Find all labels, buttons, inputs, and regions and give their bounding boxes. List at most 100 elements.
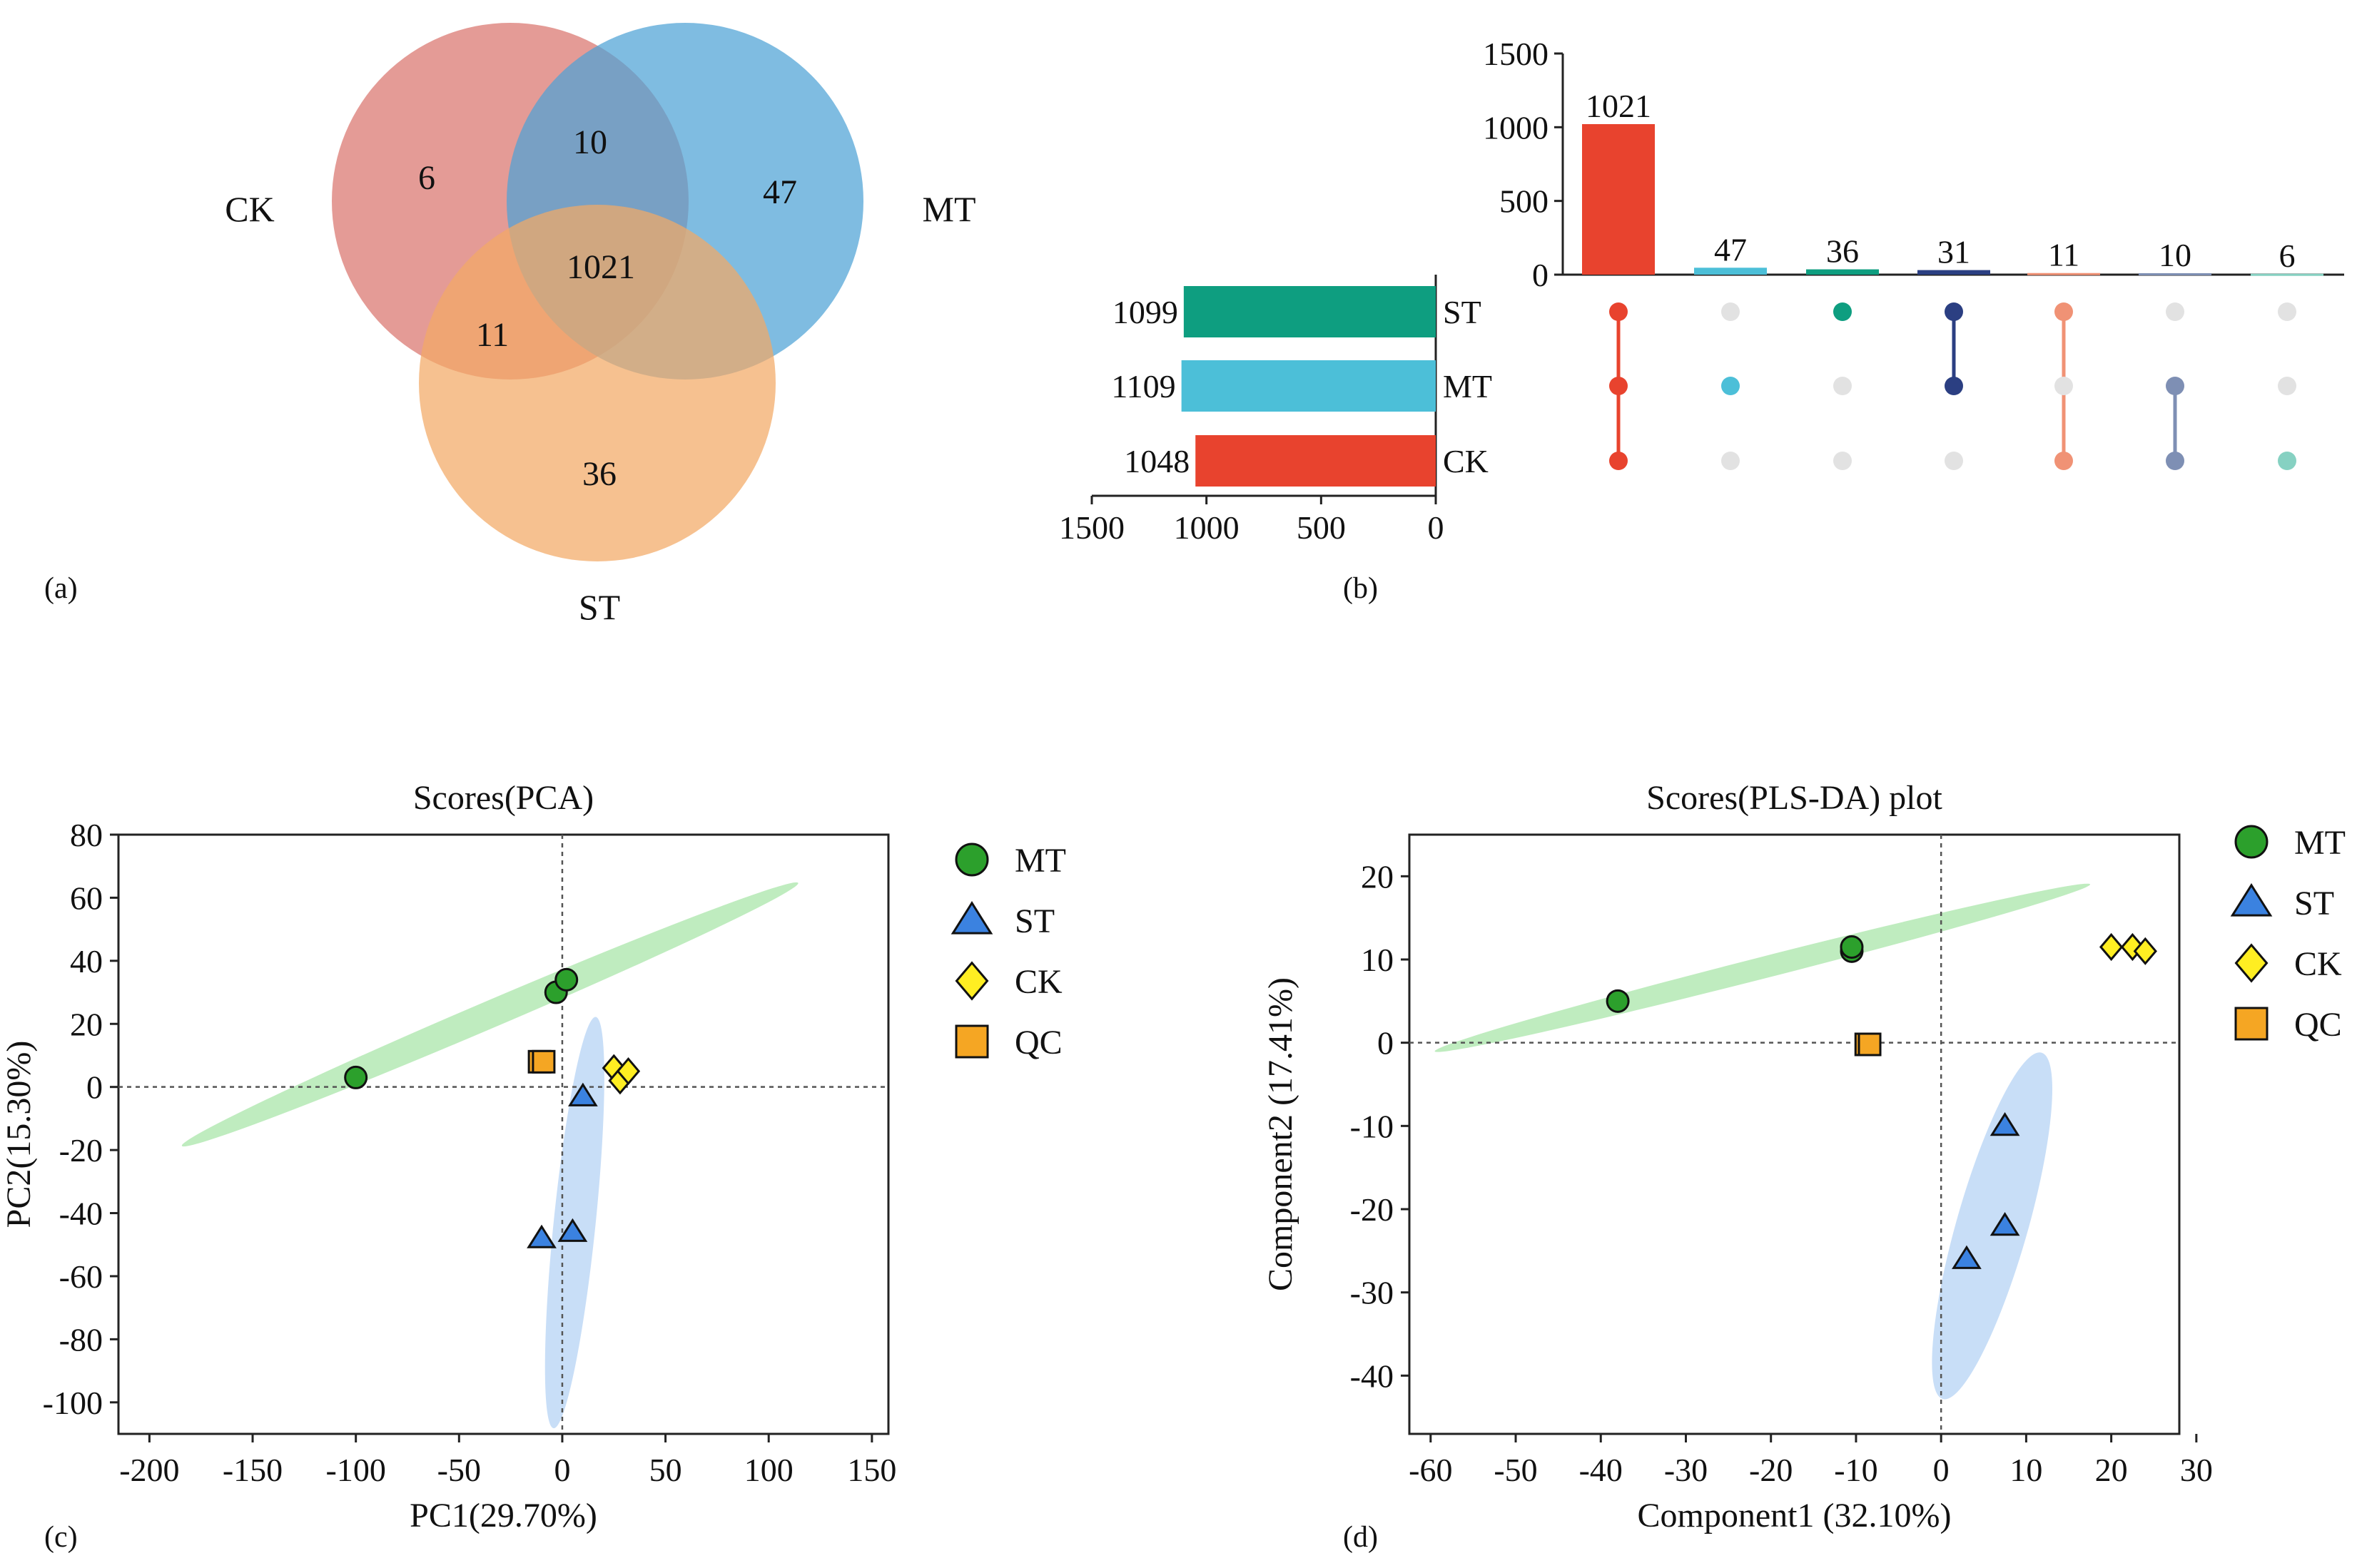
- legend-label-mt: MT: [1015, 842, 1066, 880]
- venn-region-label-ck-mt: 10: [573, 123, 607, 161]
- legend-marker-ck: [2234, 943, 2269, 983]
- upset-set-size-label: 1109: [1111, 368, 1175, 404]
- x-tick-label: -20: [1749, 1452, 1793, 1488]
- upset-matrix-dot-active: [2166, 377, 2184, 395]
- upset-y-tick-label: 500: [1499, 183, 1549, 220]
- upset-matrix-dot-active: [1609, 302, 1628, 321]
- upset-matrix-dot-inactive: [1721, 302, 1740, 321]
- upset-intersection-value-label: 11: [2048, 237, 2079, 273]
- legend-label-ck: CK: [2294, 945, 2342, 983]
- upset-set-name-label: MT: [1443, 368, 1492, 404]
- upset-matrix-dot-inactive: [2054, 377, 2073, 395]
- upset-intersection-bar: [2027, 273, 2100, 275]
- data-point-st: [1990, 1212, 2020, 1236]
- upset-matrix-dot-inactive: [1833, 452, 1852, 470]
- legend-marker-mt: [955, 842, 989, 877]
- x-tick-label: -40: [1579, 1452, 1623, 1488]
- upset-matrix-dot-active: [1833, 302, 1852, 321]
- legend-label-st: ST: [2294, 885, 2334, 922]
- upset-intersection-bar: [2139, 273, 2211, 275]
- legend-label-qc: QC: [2294, 1006, 2342, 1044]
- y-tick-label: -100: [43, 1385, 103, 1421]
- legend-label-st: ST: [1015, 902, 1055, 940]
- legend-label-qc: QC: [1015, 1024, 1063, 1062]
- upset-set-tick-label: 500: [1297, 509, 1346, 546]
- data-point-mt: [1840, 935, 1864, 959]
- x-axis-label: Component1 (32.10%): [1638, 1497, 1952, 1534]
- pca-scores-panel: -200 -150 -100 -50 0 50 100 150 80 60 40 20 0 -20 -40 -…: [0, 779, 1066, 1534]
- data-point-ck: [2133, 937, 2157, 965]
- upset-set-tick-label: 1500: [1059, 509, 1125, 546]
- confidence-ellipse-mt: [1434, 883, 2091, 1052]
- upset-y-tick-label: 0: [1532, 257, 1549, 293]
- x-tick-label: -150: [223, 1452, 283, 1488]
- data-point-ck: [616, 1057, 641, 1086]
- upset-matrix-dot-inactive: [2166, 302, 2184, 321]
- y-tick-label: -40: [1350, 1358, 1394, 1394]
- data-point-st: [557, 1218, 588, 1242]
- upset-set-size-label: 1099: [1112, 294, 1178, 330]
- panel-label-c: (c): [44, 1521, 78, 1554]
- panel-label-b: (b): [1343, 572, 1378, 605]
- upset-intersection-bar: [1917, 270, 1990, 275]
- upset-matrix-dot-active: [2054, 452, 2073, 470]
- venn-diagram-panel: CK MT ST 6 47 36 10 11 1021: [225, 23, 976, 627]
- data-point-st: [1990, 1112, 2020, 1136]
- x-tick-label: -60: [1409, 1452, 1452, 1488]
- data-point-mt: [554, 967, 579, 992]
- upset-intersection-bar: [1806, 269, 1879, 275]
- x-tick-label: -10: [1834, 1452, 1877, 1488]
- legend-marker-st: [2230, 882, 2273, 917]
- upset-intersection-value-label: 6: [2279, 238, 2296, 274]
- venn-set-label-st: ST: [579, 587, 620, 627]
- plsda-scores-panel: -60 -50 -40 -30 -20 -10 0 10 20 30 20 10 0 -10 -20 -30 -…: [1262, 779, 2346, 1534]
- x-tick-label: 0: [1933, 1452, 1950, 1488]
- y-tick-label: 20: [1361, 858, 1394, 895]
- venn-set-label-mt: MT: [923, 189, 976, 229]
- upset-set-bar-ck: [1195, 435, 1436, 487]
- legend-marker-st: [951, 900, 993, 935]
- upset-set-size-label: 1048: [1124, 443, 1190, 479]
- x-tick-label: 30: [2180, 1452, 2213, 1488]
- upset-intersection-value-label: 36: [1826, 233, 1859, 270]
- y-axis-label: PC2(15.30%): [0, 1041, 38, 1228]
- panel-label-a: (a): [44, 572, 78, 605]
- y-tick-label: -30: [1350, 1275, 1394, 1311]
- upset-set-tick-label: 0: [1428, 509, 1444, 546]
- y-tick-label: 0: [86, 1069, 103, 1106]
- data-point-st: [568, 1082, 598, 1106]
- data-point-st: [1952, 1245, 1982, 1269]
- y-tick-label: 60: [70, 880, 103, 916]
- upset-matrix-dot-active: [2054, 302, 2073, 321]
- upset-set-bar-mt: [1181, 360, 1436, 412]
- y-tick-label: 10: [1361, 942, 1394, 978]
- y-tick-label: 20: [70, 1006, 103, 1042]
- upset-matrix-dot-active: [2166, 452, 2184, 470]
- upset-matrix-dot-active: [1945, 377, 1963, 395]
- upset-intersection-bar: [1694, 268, 1767, 275]
- upset-matrix-dot-active: [1945, 302, 1963, 321]
- upset-set-tick-label: 1000: [1174, 509, 1240, 546]
- data-point-ck: [2099, 932, 2124, 962]
- upset-matrix-dot-active: [1721, 377, 1740, 395]
- venn-set-label-ck: CK: [225, 189, 274, 229]
- chart-title: Scores(PLS-DA) plot: [1646, 779, 1942, 817]
- x-tick-label: -100: [326, 1452, 386, 1488]
- y-tick-label: 80: [70, 817, 103, 853]
- data-point-mt: [344, 1065, 368, 1089]
- upset-intersection-value-label: 1021: [1586, 88, 1651, 124]
- venn-region-label-mt: 47: [763, 173, 797, 211]
- x-tick-label: 10: [2009, 1452, 2042, 1488]
- upset-matrix-dot-active: [1609, 452, 1628, 470]
- y-tick-label: -80: [59, 1321, 103, 1358]
- legend-marker-ck: [955, 961, 989, 1001]
- venn-region-label-ck-st: 11: [476, 316, 509, 354]
- legend-marker-mt: [2234, 825, 2269, 859]
- chart-title: Scores(PCA): [413, 779, 594, 817]
- legend-label-ck: CK: [1015, 963, 1063, 1001]
- upset-matrix-dot-active: [1609, 377, 1628, 395]
- y-tick-label: -10: [1350, 1108, 1394, 1144]
- upset-matrix-dot-inactive: [1945, 452, 1963, 470]
- y-tick-label: -20: [59, 1132, 103, 1169]
